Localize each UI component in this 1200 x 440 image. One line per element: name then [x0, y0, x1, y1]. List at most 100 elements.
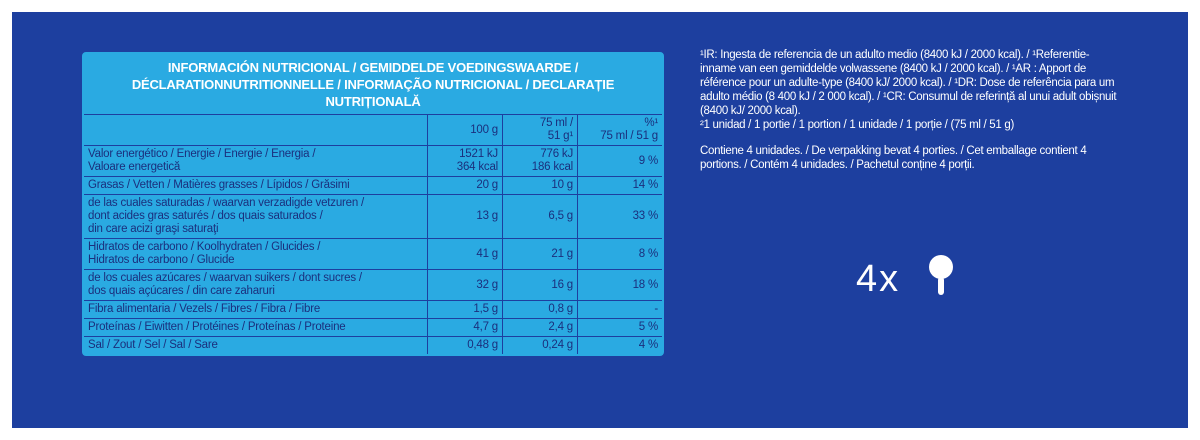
value-line: 16 g [551, 278, 573, 291]
value-line: 4,7 g [473, 321, 498, 333]
label-line: Grasas / Vetten / Matières grasses / Líp… [88, 179, 350, 191]
per-100g: 1,5 g [427, 300, 503, 319]
per-portion: 0,24 g [502, 336, 578, 354]
reference-intake: 4 % [577, 336, 662, 354]
value-line: 10 g [551, 179, 573, 191]
contents-note: Contiene 4 unidades. / De verpakking bev… [700, 145, 1087, 171]
ice-cream-icon [929, 255, 953, 295]
nutrient-label: Proteínas / Eiwitten / Protéines / Prote… [84, 318, 428, 337]
per-portion: 0,8 g [502, 300, 578, 319]
nutrient-label: Grasas / Vetten / Matières grasses / Líp… [84, 176, 428, 195]
label-line: Valor energético / Energie / Energie / E… [88, 148, 316, 160]
portion-text: ²1 unidad / 1 portie / 1 portion / 1 uni… [700, 119, 1015, 131]
label-line: din care acizi graşi saturaţi [88, 223, 219, 235]
title-line: INFORMACIÓN NUTRICIONAL / GEMIDDELDE VOE… [131, 60, 579, 92]
value-line: 0,48 g [467, 339, 498, 351]
nutrient-row: Valor energético / Energie / Energie / E… [84, 145, 662, 177]
per-100g: 1521 kJ 364 kcal [427, 145, 503, 177]
value-line: 20 g [476, 179, 498, 191]
nutrient-label: Fibra alimentaria / Vezels / Fibres / Fi… [84, 300, 428, 319]
value-line: 8 % [638, 247, 658, 260]
per-portion: 16 g [502, 269, 578, 301]
value-line: 186 kcal [531, 161, 573, 173]
value-line: 33 % [632, 210, 659, 222]
header-cell [84, 114, 428, 146]
value-line: 6,5 g [548, 210, 573, 222]
per-portion: 10 g [502, 176, 578, 195]
nutrient-label: Hidratos de carbono / Koolhydraten / Glu… [84, 238, 428, 270]
nutrient-row: Grasas / Vetten / Matières grasses / Líp… [84, 176, 662, 195]
value-line: 9 % [638, 154, 658, 167]
per-100g: 32 g [427, 269, 503, 301]
label-line: Proteínas / Eiwitten / Protéines / Prote… [88, 321, 346, 333]
per-100g: 13 g [427, 194, 503, 239]
nutrient-label: de las cuales saturadas / waarvan verzad… [84, 194, 428, 239]
value-line: 14 % [632, 179, 659, 191]
label-line: Hidratos de carbono / Koolhydraten / Glu… [88, 241, 321, 253]
table-grid: 100 g 75 ml /51 g¹ %¹ 75 ml / 51 g Valor ene… [84, 114, 662, 354]
value-line: 364 kcal [456, 161, 498, 173]
per-portion: 21 g [502, 238, 578, 270]
nutrient-row: de los cuales azúcares / waarvan suikers… [84, 269, 662, 301]
table-title: INFORMACIÓN NUTRICIONAL / GEMIDDELDE VOE… [84, 54, 662, 114]
header-text: %¹ [644, 117, 658, 129]
value-line: 21 g [551, 247, 573, 260]
reference-intake: 18 % [577, 269, 662, 301]
nutrient-row: Fibra alimentaria / Vezels / Fibres / Fi… [84, 300, 662, 319]
value-line: 13 g [476, 210, 498, 222]
per-100g: 4,7 g [427, 318, 503, 337]
nutrient-row: Proteínas / Eiwitten / Protéines / Prote… [84, 318, 662, 337]
header-cell: %¹ 75 ml / 51 g [577, 114, 662, 146]
value-line: 5 % [638, 321, 658, 333]
nutrient-label: de los cuales azúcares / waarvan suikers… [84, 269, 428, 301]
reference-intake: 14 % [577, 176, 662, 195]
nutrient-label: Sal / Zout / Sel / Sal / Sare [84, 336, 428, 354]
reference-intake: 8 % [577, 238, 662, 270]
label-line: dont acides gras saturés / dos quais sat… [88, 210, 323, 222]
reference-intake: - [577, 300, 662, 319]
per-portion: 2,4 g [502, 318, 578, 337]
header-text: 51 g¹ [547, 130, 573, 142]
label-line: Valoare energetică [88, 161, 181, 173]
label-line: de las cuales saturadas / waarvan verzad… [88, 197, 365, 209]
per-portion: 6,5 g [502, 194, 578, 239]
value-line: 0,8 g [548, 303, 573, 315]
nutrient-row: Hidratos de carbono / Koolhydraten / Glu… [84, 238, 662, 270]
title-line: NUTRITIONNELLE / INFORMAÇÃO NUTRICIONAL … [223, 77, 615, 109]
per-100g: 41 g [427, 238, 503, 270]
label-line: dos quais açúcares / din care zaharuri [88, 285, 275, 297]
nutrient-row: de las cuales saturadas / waarvan verzad… [84, 194, 662, 239]
reference-intake: 33 % [577, 194, 662, 239]
nutrient-label: Valor energético / Energie / Energie / E… [84, 145, 428, 177]
label-line: Hidratos de carbono / Glucide [88, 254, 235, 266]
value-line: 4 % [638, 339, 658, 351]
header-row: 100 g 75 ml /51 g¹ %¹ 75 ml / 51 g [84, 114, 662, 146]
nutrient-row: Sal / Zout / Sel / Sal / Sare 0,48 g 0,24 … [84, 336, 662, 354]
value-line: 1521 kJ [459, 148, 498, 160]
header-text: 75 ml / 51 g [600, 130, 658, 142]
label-line: Fibra alimentaria / Vezels / Fibres / Fi… [88, 303, 321, 315]
per-portion: 776 kJ 186 kcal [502, 145, 578, 177]
value-line: 2,4 g [548, 321, 573, 333]
value-line: 41 g [476, 247, 498, 260]
header-text: 75 ml / [539, 117, 573, 129]
per-100g: 20 g [427, 176, 503, 195]
reference-intake: 5 % [577, 318, 662, 337]
value-line: 32 g [476, 278, 498, 291]
header-cell: 100 g [427, 114, 503, 146]
value-line: 0,24 g [542, 339, 573, 351]
value-line: 18 % [632, 278, 659, 291]
value-line: 1,5 g [473, 303, 498, 315]
reference-intake: 9 % [577, 145, 662, 177]
header-text: 100 g [470, 123, 498, 136]
reference-text: ¹IR: Ingesta de referencia de un adulto … [700, 49, 1117, 117]
per-100g: 0,48 g [427, 336, 503, 354]
label-line: Sal / Zout / Sel / Sal / Sare [88, 339, 218, 351]
reference-note: ¹IR: Ingesta de referencia de un adulto … [700, 48, 1120, 132]
unit-count: 4x [856, 258, 901, 300]
header-cell: 75 ml /51 g¹ [502, 114, 578, 146]
value-line: 776 kJ [540, 148, 573, 160]
nutrition-table: INFORMACIÓN NUTRICIONAL / GEMIDDELDE VOE… [82, 52, 664, 356]
label-line: de los cuales azúcares / waarvan suikers… [88, 272, 362, 284]
